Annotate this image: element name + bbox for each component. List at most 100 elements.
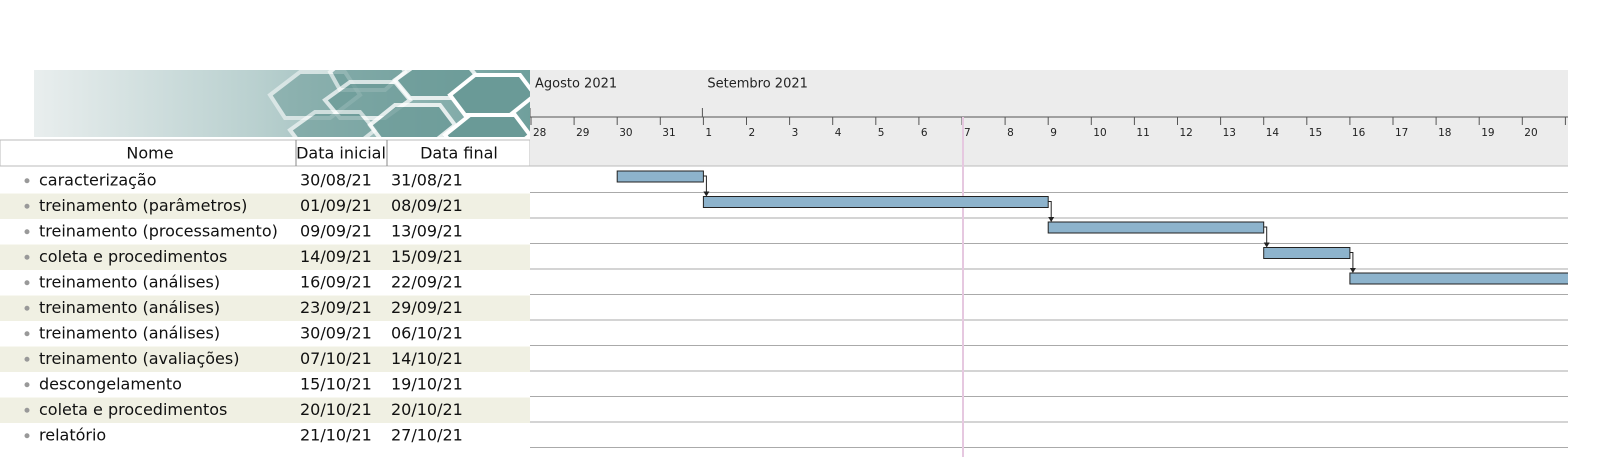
chart-row-background <box>530 194 1568 220</box>
task-name[interactable]: treinamento (parâmetros) <box>39 196 247 215</box>
row-bullet <box>24 433 30 439</box>
day-label: 28 <box>533 127 546 139</box>
task-name[interactable]: coleta e procedimentos <box>39 247 227 266</box>
task-name[interactable]: treinamento (avaliações) <box>39 349 239 368</box>
table-header <box>0 139 531 167</box>
dependency-arrow <box>1263 226 1268 247</box>
task-start: 14/09/21 <box>300 247 372 266</box>
task-start: 07/10/21 <box>300 349 372 368</box>
task-name[interactable]: treinamento (análises) <box>39 323 220 342</box>
task-start: 09/09/21 <box>300 221 372 240</box>
dependency-arrow <box>1048 201 1052 221</box>
task-start: 23/09/21 <box>300 298 372 317</box>
task-end: 22/09/21 <box>391 272 463 291</box>
task-name[interactable]: relatório <box>39 425 106 444</box>
day-label: 3 <box>792 127 799 139</box>
dependency-arrowhead <box>1048 217 1055 222</box>
row-bullet <box>24 407 30 413</box>
day-label: 19 <box>1481 127 1494 139</box>
task-start: 16/09/21 <box>300 272 372 291</box>
dependency-arrow <box>1349 252 1354 272</box>
row-background <box>0 346 530 372</box>
day-label: 1 <box>705 127 712 139</box>
day-label: 6 <box>921 127 928 139</box>
dependency-arrowhead <box>1349 268 1356 273</box>
row-bullet <box>24 356 30 362</box>
column-header[interactable]: Nome <box>126 144 173 163</box>
day-label: 15 <box>1309 127 1322 139</box>
task-bar <box>1263 247 1351 259</box>
day-label: 11 <box>1136 127 1149 139</box>
day-label: 14 <box>1266 127 1280 139</box>
day-label: 9 <box>1050 127 1057 139</box>
day-label: 8 <box>1007 127 1014 139</box>
month-label: Setembro 2021 <box>707 77 808 92</box>
task-name[interactable]: treinamento (processamento) <box>39 221 278 240</box>
day-label: 10 <box>1093 127 1106 139</box>
row-bullet <box>24 305 30 311</box>
timeline-header <box>530 70 1568 166</box>
row-background <box>0 244 530 270</box>
day-label: 7 <box>964 127 971 139</box>
task-start: 30/08/21 <box>300 170 372 189</box>
day-label: 2 <box>749 127 756 139</box>
task-end: 06/10/21 <box>391 323 463 342</box>
task-name[interactable]: treinamento (análises) <box>39 272 220 291</box>
task-end: 15/09/21 <box>391 247 463 266</box>
row-bullet <box>24 178 30 184</box>
task-bar <box>1047 221 1265 234</box>
day-label: 13 <box>1223 127 1236 139</box>
task-bar <box>702 196 1049 208</box>
row-bullet <box>24 203 30 209</box>
task-start: 01/09/21 <box>300 196 372 215</box>
chart-row-background <box>530 398 1568 424</box>
task-name[interactable]: caracterização <box>39 170 157 189</box>
month-label: Agosto 2021 <box>535 77 617 92</box>
row-bullet <box>24 331 30 337</box>
day-label: 29 <box>576 127 589 139</box>
chart-row-background <box>530 245 1568 271</box>
dependency-arrowhead <box>703 191 710 197</box>
day-label: 21 <box>1567 127 1580 139</box>
task-end: 14/10/21 <box>391 349 463 368</box>
task-end: 27/10/21 <box>391 425 463 444</box>
day-label: 31 <box>662 127 675 139</box>
row-background <box>0 295 530 321</box>
task-end: 08/09/21 <box>391 196 463 215</box>
task-start: 20/10/21 <box>300 400 372 419</box>
task-name[interactable]: coleta e procedimentos <box>39 400 227 419</box>
day-label: 5 <box>878 127 885 139</box>
day-label: 30 <box>619 127 632 139</box>
row-background <box>0 397 530 423</box>
task-name[interactable]: descongelamento <box>39 374 182 393</box>
day-label: 18 <box>1438 127 1451 139</box>
task-end: 19/10/21 <box>391 374 463 393</box>
task-start: 15/10/21 <box>300 374 372 393</box>
task-bar <box>1349 272 1568 285</box>
chart-row-background <box>530 296 1568 322</box>
hexagon-pattern <box>267 70 530 137</box>
task-name[interactable]: treinamento (análises) <box>39 298 220 317</box>
dependency-arrow <box>703 175 707 196</box>
row-bullet <box>24 254 30 260</box>
day-label: 12 <box>1180 127 1193 139</box>
day-label: 20 <box>1524 127 1537 139</box>
column-header[interactable]: Data inicial <box>296 144 386 163</box>
task-bar <box>616 170 704 183</box>
row-bullet <box>24 280 30 286</box>
column-header[interactable]: Data final <box>420 144 498 163</box>
day-label: 16 <box>1352 127 1366 139</box>
row-bullet <box>24 229 30 235</box>
task-end: 20/10/21 <box>391 400 463 419</box>
task-start: 30/09/21 <box>300 323 372 342</box>
task-end: 31/08/21 <box>391 170 463 189</box>
chart-row-background <box>530 347 1568 373</box>
task-start: 21/10/21 <box>300 425 372 444</box>
row-bullet <box>24 382 30 388</box>
row-background <box>0 193 530 219</box>
task-end: 13/09/21 <box>391 221 463 240</box>
day-label: 4 <box>835 127 842 139</box>
task-end: 29/09/21 <box>391 298 463 317</box>
